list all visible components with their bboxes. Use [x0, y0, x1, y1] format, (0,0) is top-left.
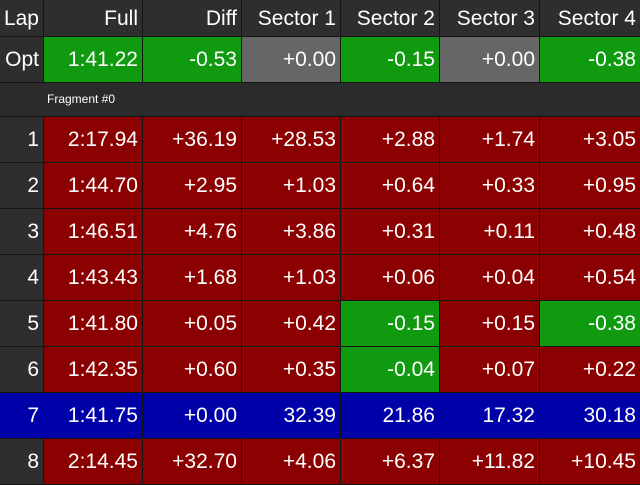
sector-4-cell: +0.95: [540, 163, 640, 209]
lap-number: 1: [0, 117, 44, 163]
sector-3-cell: +0.07: [440, 347, 540, 393]
sector-3-cell: +1.74: [440, 117, 540, 163]
full-cell: 1:43.43: [44, 255, 143, 301]
sector-1-cell: 32.39: [242, 393, 341, 439]
diff-cell: +1.68: [143, 255, 242, 301]
sector-2-cell: +0.06: [341, 255, 440, 301]
sector-1-cell: +1.03: [242, 255, 341, 301]
sector-2-cell: -0.04: [341, 347, 440, 393]
full-cell: 1:44.70: [44, 163, 143, 209]
header-sector-2[interactable]: Sector 2: [341, 0, 440, 37]
sector-4-cell: +0.54: [540, 255, 640, 301]
lap-number: 3: [0, 209, 44, 255]
sector-2-cell: +0.64: [341, 163, 440, 209]
sector-4-cell: -0.38: [540, 37, 640, 83]
sector-1-cell: +0.42: [242, 301, 341, 347]
header-diff[interactable]: Diff: [143, 0, 242, 37]
lap-number: 7: [0, 393, 44, 439]
diff-cell: -0.53: [143, 37, 242, 83]
sector-3-cell: +0.11: [440, 209, 540, 255]
sector-3-cell: +0.33: [440, 163, 540, 209]
lap-row[interactable]: 6 1:42.35 +0.60 +0.35 -0.04 +0.07 +0.22: [0, 347, 640, 393]
full-cell: 2:14.45: [44, 439, 143, 485]
sector-3-cell: 17.32: [440, 393, 540, 439]
sector-1-cell: +0.35: [242, 347, 341, 393]
diff-cell: +0.00: [143, 393, 242, 439]
header-sector-3[interactable]: Sector 3: [440, 0, 540, 37]
diff-cell: +0.60: [143, 347, 242, 393]
sector-1-cell: +1.03: [242, 163, 341, 209]
header-full[interactable]: Full: [44, 0, 143, 37]
lap-row[interactable]: 1 2:17.94 +36.19 +28.53 +2.88 +1.74 +3.05: [0, 117, 640, 163]
sector-3-cell: +0.04: [440, 255, 540, 301]
sector-3-cell: +0.00: [440, 37, 540, 83]
lap-row[interactable]: 8 2:14.45 +32.70 +4.06 +6.37 +11.82 +10.45: [0, 439, 640, 485]
header-sector-4[interactable]: Sector 4: [540, 0, 640, 37]
lap-number: 5: [0, 301, 44, 347]
lap-row[interactable]: 4 1:43.43 +1.68 +1.03 +0.06 +0.04 +0.54: [0, 255, 640, 301]
lap-number: 2: [0, 163, 44, 209]
full-cell: 1:41.75: [44, 393, 143, 439]
full-cell: 1:42.35: [44, 347, 143, 393]
full-cell: 2:17.94: [44, 117, 143, 163]
lap-number: 6: [0, 347, 44, 393]
header-row: Lap Full Diff Sector 1 Sector 2 Sector 3…: [0, 0, 640, 37]
lap-rows: 1 2:17.94 +36.19 +28.53 +2.88 +1.74 +3.05 2 1:44…: [0, 117, 640, 485]
diff-cell: +4.76: [143, 209, 242, 255]
diff-cell: +32.70: [143, 439, 242, 485]
lap-row[interactable]: 5 1:41.80 +0.05 +0.42 -0.15 +0.15 -0.38: [0, 301, 640, 347]
sector-4-cell: +0.22: [540, 347, 640, 393]
sector-2-cell: -0.15: [341, 301, 440, 347]
lap-row[interactable]: 3 1:46.51 +4.76 +3.86 +0.31 +0.11 +0.48: [0, 209, 640, 255]
sector-4-cell: +0.48: [540, 209, 640, 255]
diff-cell: +0.05: [143, 301, 242, 347]
full-cell: 1:41.80: [44, 301, 143, 347]
full-cell: 1:46.51: [44, 209, 143, 255]
lap-number: 4: [0, 255, 44, 301]
diff-cell: +36.19: [143, 117, 242, 163]
header-lap[interactable]: Lap: [0, 0, 44, 37]
header-sector-1[interactable]: Sector 1: [242, 0, 341, 37]
sector-4-cell: +10.45: [540, 439, 640, 485]
sector-1-cell: +3.86: [242, 209, 341, 255]
sector-2-cell: 21.86: [341, 393, 440, 439]
fragment-label: Fragment #0: [0, 83, 640, 117]
optimal-lap-row[interactable]: Opt 1:41.22 -0.53 +0.00 -0.15 +0.00 -0.38: [0, 37, 640, 83]
sector-4-cell: 30.18: [540, 393, 640, 439]
sector-2-cell: +2.88: [341, 117, 440, 163]
sector-4-cell: -0.38: [540, 301, 640, 347]
diff-cell: +2.95: [143, 163, 242, 209]
sector-4-cell: +3.05: [540, 117, 640, 163]
sector-2-cell: -0.15: [341, 37, 440, 83]
lap-number: 8: [0, 439, 44, 485]
sector-2-cell: +0.31: [341, 209, 440, 255]
lap-number: Opt: [0, 37, 44, 83]
lap-row[interactable]: 2 1:44.70 +2.95 +1.03 +0.64 +0.33 +0.95: [0, 163, 640, 209]
sector-1-cell: +4.06: [242, 439, 341, 485]
lap-row[interactable]: 7 1:41.75 +0.00 32.39 21.86 17.32 30.18: [0, 393, 640, 439]
sector-2-cell: +6.37: [341, 439, 440, 485]
sector-3-cell: +0.15: [440, 301, 540, 347]
full-cell: 1:41.22: [44, 37, 143, 83]
sector-1-cell: +28.53: [242, 117, 341, 163]
sector-1-cell: +0.00: [242, 37, 341, 83]
sector-3-cell: +11.82: [440, 439, 540, 485]
